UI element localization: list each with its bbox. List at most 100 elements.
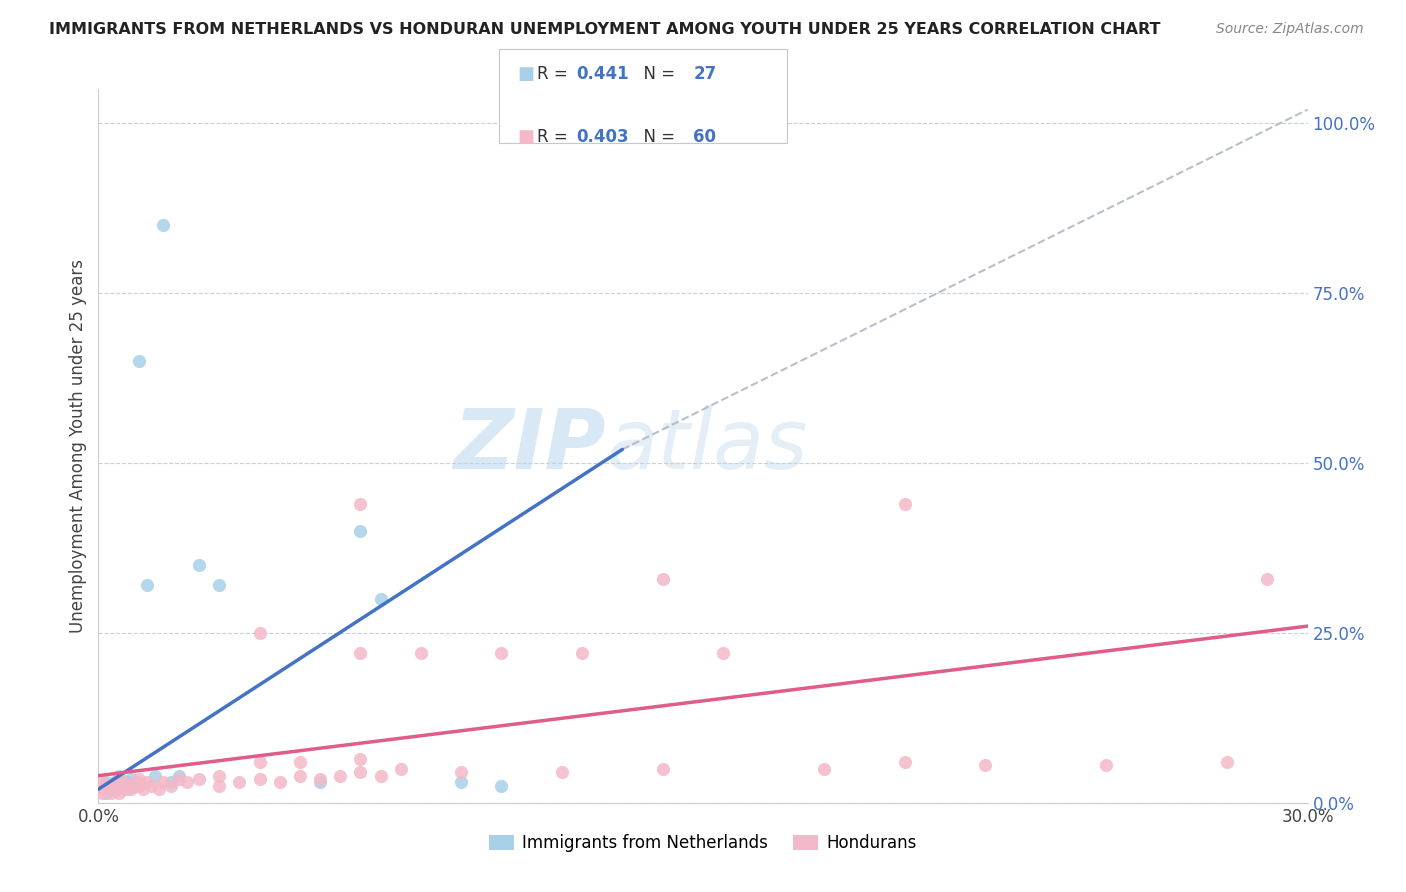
Text: ZIP: ZIP (454, 406, 606, 486)
Point (288, 769, 311, 783)
Point (160, 779, 183, 793)
Point (91, 775, 114, 789)
Point (208, 769, 231, 783)
Point (370, 591, 392, 606)
Point (135, 578, 157, 592)
Point (269, 775, 291, 789)
Point (1256, 572, 1278, 586)
Point (148, 782, 170, 797)
Text: atlas: atlas (606, 406, 808, 486)
Point (370, 769, 392, 783)
Point (100, 782, 122, 797)
Point (96, 782, 118, 797)
Text: ■: ■ (517, 65, 534, 83)
Point (491, 646, 513, 660)
Text: R =: R = (537, 65, 574, 83)
Point (188, 558, 211, 572)
Text: 27: 27 (693, 65, 717, 83)
Point (124, 775, 146, 789)
Point (124, 779, 146, 793)
Point (167, 769, 190, 783)
Text: 0.441: 0.441 (576, 65, 628, 83)
Point (893, 497, 915, 511)
Point (249, 772, 271, 786)
Point (100, 779, 122, 793)
Point (103, 775, 125, 789)
Point (309, 772, 332, 786)
Point (91, 786, 114, 800)
Point (409, 646, 432, 660)
Text: R =: R = (537, 128, 574, 145)
Point (132, 782, 155, 797)
Point (111, 775, 134, 789)
Point (176, 775, 198, 789)
Point (160, 775, 183, 789)
Point (152, 218, 174, 232)
Legend: Immigrants from Netherlands, Hondurans: Immigrants from Netherlands, Hondurans (482, 828, 924, 859)
Point (111, 782, 134, 797)
Point (100, 786, 122, 800)
Point (349, 646, 371, 660)
Point (167, 772, 190, 786)
Point (571, 646, 593, 660)
Point (249, 755, 271, 769)
Point (450, 775, 472, 789)
Point (152, 775, 174, 789)
Point (103, 782, 125, 797)
Point (208, 578, 231, 592)
Point (91, 782, 114, 797)
Point (128, 775, 150, 789)
Text: 0.403: 0.403 (576, 128, 628, 145)
Point (107, 786, 129, 800)
Point (651, 762, 673, 776)
Y-axis label: Unemployment Among Youth under 25 years: Unemployment Among Youth under 25 years (69, 259, 87, 633)
Point (103, 782, 125, 797)
Point (491, 779, 513, 793)
Point (107, 769, 129, 783)
Point (128, 354, 150, 368)
Point (107, 779, 129, 793)
Point (1095, 758, 1118, 772)
Point (128, 779, 150, 793)
Point (96, 775, 118, 789)
Point (103, 775, 125, 789)
Point (120, 782, 142, 797)
Point (349, 751, 371, 765)
Point (349, 497, 371, 511)
Point (87, 782, 110, 797)
Point (128, 772, 150, 786)
Text: Source: ZipAtlas.com: Source: ZipAtlas.com (1216, 22, 1364, 37)
Point (450, 765, 472, 780)
Text: 60: 60 (693, 128, 716, 145)
Point (111, 782, 134, 797)
Point (115, 775, 138, 789)
Text: N =: N = (633, 128, 681, 145)
Point (893, 755, 915, 769)
Point (143, 769, 166, 783)
Point (974, 758, 997, 772)
Point (249, 626, 271, 640)
Point (96, 786, 118, 800)
Text: ■: ■ (517, 128, 534, 145)
Point (228, 775, 250, 789)
Point (115, 782, 138, 797)
Point (107, 779, 129, 793)
Point (208, 779, 231, 793)
Text: IMMIGRANTS FROM NETHERLANDS VS HONDURAN UNEMPLOYMENT AMONG YOUTH UNDER 25 YEARS : IMMIGRANTS FROM NETHERLANDS VS HONDURAN … (49, 22, 1161, 37)
Text: N =: N = (633, 65, 681, 83)
Point (100, 779, 122, 793)
Point (309, 775, 332, 789)
Point (349, 765, 371, 780)
Point (288, 755, 311, 769)
Point (1216, 755, 1239, 769)
Point (96, 779, 118, 793)
Point (139, 779, 162, 793)
Point (349, 524, 371, 538)
Point (651, 572, 673, 586)
Point (115, 779, 138, 793)
Point (135, 775, 157, 789)
Point (389, 762, 412, 776)
Point (188, 772, 211, 786)
Point (813, 762, 835, 776)
Point (329, 769, 352, 783)
